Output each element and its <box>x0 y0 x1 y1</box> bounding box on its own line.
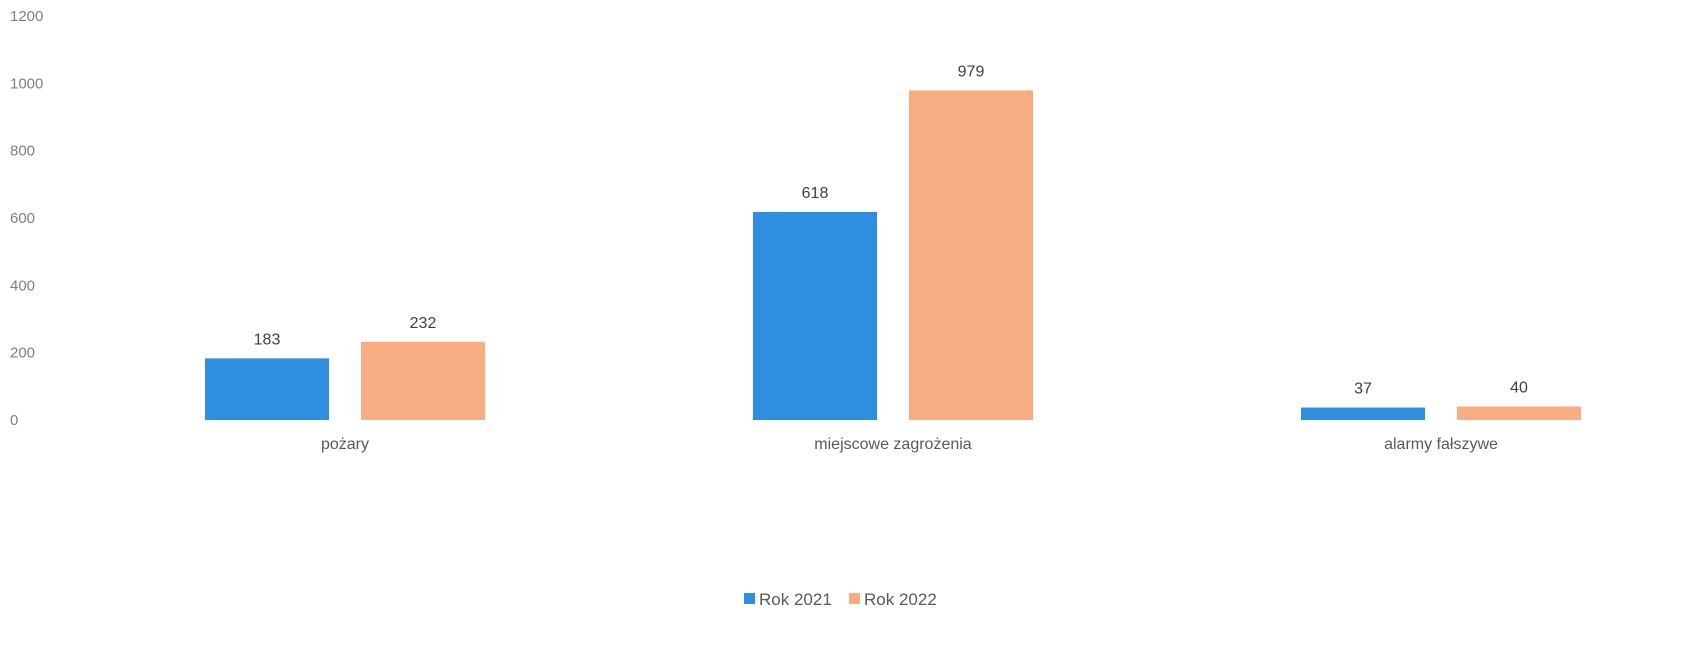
data-label: 618 <box>802 185 829 202</box>
data-label: 979 <box>958 63 985 80</box>
y-tick-label: 600 <box>10 210 35 227</box>
bar <box>205 358 329 420</box>
data-label: 183 <box>254 331 281 348</box>
bar <box>1301 407 1425 420</box>
legend-swatch <box>849 593 860 604</box>
data-label: 40 <box>1510 380 1528 397</box>
y-tick-label: 1200 <box>10 8 43 25</box>
bar <box>909 90 1033 421</box>
data-label: 232 <box>410 315 437 332</box>
y-tick-label: 200 <box>10 345 35 362</box>
legend: Rok 2021 Rok 2022 <box>744 590 937 609</box>
legend-label: Rok 2022 <box>864 590 937 609</box>
bar <box>753 211 877 420</box>
y-tick-label: 800 <box>10 143 35 160</box>
bar <box>1457 406 1581 420</box>
category-label: miejscowe zagrożenia <box>814 436 972 453</box>
category-label: alarmy fałszywe <box>1384 436 1498 453</box>
data-label: 37 <box>1354 381 1372 398</box>
y-tick-label: 1000 <box>10 75 43 92</box>
legend-swatch <box>744 593 755 604</box>
bar <box>361 341 485 420</box>
legend-label: Rok 2021 <box>759 590 832 609</box>
x-axis-labels: pożary miejscowe zagrożenia alarmy fałszyw… <box>321 436 1498 453</box>
y-axis-ticks: 0 200 400 600 800 1000 1200 <box>10 8 43 429</box>
y-tick-label: 0 <box>10 412 18 429</box>
category-label: pożary <box>321 436 369 453</box>
y-tick-label: 400 <box>10 277 35 294</box>
plot-area: 183 232 618 979 37 40 <box>205 63 1581 421</box>
